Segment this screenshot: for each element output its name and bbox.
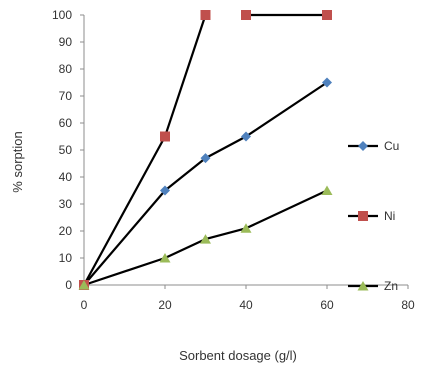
legend: Cu Ni Zn (348, 139, 399, 293)
data-point-zn (200, 234, 211, 244)
y-tick-label: 90 (59, 35, 73, 49)
legend-marker-zn (357, 281, 369, 291)
data-point-ni (241, 10, 251, 20)
data-point-ni (200, 10, 211, 20)
data-point-ni (322, 10, 332, 20)
y-tick-label: 10 (59, 251, 73, 265)
x-tick-label: 20 (158, 298, 172, 312)
data-point-cu (241, 131, 251, 142)
x-tick-labels: 0 20 40 60 80 (81, 298, 415, 312)
y-tick-label: 70 (59, 89, 73, 103)
y-tick-label: 100 (52, 8, 72, 22)
plot-axes (80, 14, 409, 289)
data-point-cu (322, 77, 332, 88)
y-tick-label: 0 (65, 278, 72, 292)
y-tick-label: 40 (59, 170, 73, 184)
y-tick-label: 60 (59, 116, 73, 130)
y-tick-label: 80 (59, 62, 73, 76)
y-tick-label: 20 (59, 224, 73, 238)
x-tick-label: 80 (401, 298, 415, 312)
legend-label-zn: Zn (384, 279, 398, 293)
series-line-ni (83, 14, 207, 286)
series-line-cu (83, 81, 328, 286)
y-tick-label: 50 (59, 143, 73, 157)
x-tick-label: 40 (239, 298, 253, 312)
y-axis-title: % sorption (10, 131, 25, 192)
legend-label-cu: Cu (384, 139, 399, 153)
x-tick-label: 0 (81, 298, 88, 312)
legend-marker-ni (358, 211, 368, 221)
legend-label-ni: Ni (384, 209, 395, 223)
y-tick-label: 30 (59, 197, 73, 211)
data-point-zn (321, 185, 333, 195)
data-point-zn (159, 253, 171, 263)
series-lines (83, 13, 328, 287)
x-tick-label: 60 (320, 298, 334, 312)
x-axis-title: Sorbent dosage (g/l) (179, 348, 297, 363)
series-markers (78, 10, 333, 290)
legend-marker-cu (358, 141, 368, 151)
data-point-ni (160, 131, 170, 142)
data-point-cu (200, 153, 211, 164)
data-point-zn (78, 280, 90, 290)
y-tick-labels: 0 10 20 30 40 50 60 70 80 90 100 (52, 8, 72, 292)
data-point-zn (240, 223, 252, 233)
data-point-cu (160, 185, 170, 196)
